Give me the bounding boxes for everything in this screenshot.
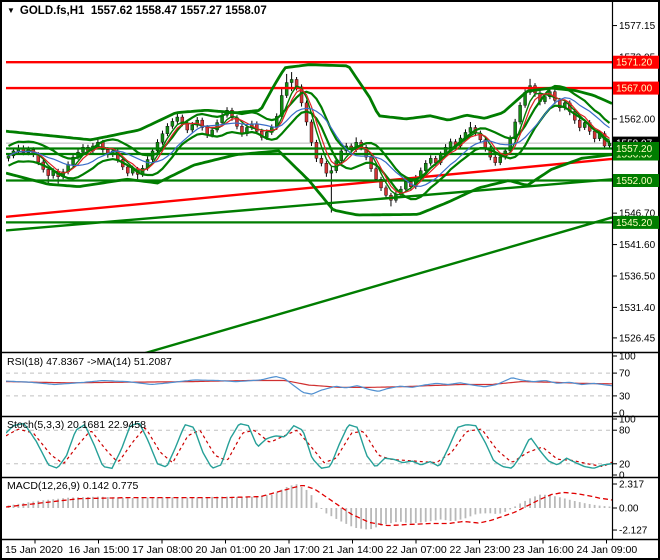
price-badge <box>613 81 659 95</box>
symbol-period-label: GOLD.fs,H1 <box>19 5 85 17</box>
axis-label: 0 <box>619 471 625 482</box>
axis-label: 1556.30 <box>616 150 653 161</box>
axis-label: 1562.00 <box>619 114 656 125</box>
axis-label: 1531.40 <box>619 303 656 314</box>
axis-label: 80 <box>619 426 631 437</box>
price-badge <box>613 215 659 229</box>
axis-label: 1567.00 <box>616 84 653 95</box>
axis-label: 20 <box>619 459 631 470</box>
time-axis-label: 21 Jan 14:00 <box>323 544 384 556</box>
axis-label: 0 <box>619 409 625 420</box>
time-axis-label: 23 Jan 16:00 <box>513 544 574 556</box>
axis-label: 2.317 <box>619 479 644 490</box>
macd-indicator-label: MACD(12,26,9) 0.142 0.775 <box>7 480 139 492</box>
axis-label: 1541.60 <box>619 240 656 251</box>
ohlc-values: 1557.62 1558.47 1557.27 1558.07 <box>90 5 267 17</box>
axis-label: -2.127 <box>619 526 648 537</box>
axis-label: 1577.15 <box>619 21 656 32</box>
axis-label: 1545.20 <box>616 218 653 229</box>
axis-label: 1546.70 <box>619 209 656 220</box>
main-price-pane <box>6 61 612 353</box>
rsi-pane <box>6 372 612 397</box>
axis-label: 1526.45 <box>619 333 656 344</box>
price-badge <box>613 55 659 69</box>
time-axis: 15 Jan 2020 16 Jan 15:00 17 Jan 08:00 20 Ja… <box>5 540 637 556</box>
time-axis-label: 16 Jan 15:00 <box>69 544 130 556</box>
time-axis-label: 24 Jan 09:00 <box>577 544 638 556</box>
axis-label: 1552.00 <box>616 176 653 187</box>
axis-label: 1536.50 <box>619 271 656 282</box>
axis-label: 0.00 <box>619 504 639 515</box>
stochastic-pane <box>6 422 612 470</box>
price-axis-badges: 1571.201567.001545.201552.001558.071556.… <box>613 55 659 229</box>
stochastic-indicator-label: Stoch(5,3,3) 20.1681 22.9458 <box>7 419 146 431</box>
price-badge <box>613 174 659 187</box>
axis-label: 70 <box>619 369 631 380</box>
symbol-dropdown-arrow-icon: ▼ <box>7 6 15 15</box>
time-axis-label: 17 Jan 08:00 <box>132 544 193 556</box>
axis-label: 100 <box>619 415 636 426</box>
axis-label: 1557.20 <box>616 144 653 155</box>
time-axis-label: 15 Jan 2020 <box>5 544 63 556</box>
price-badge <box>613 141 659 155</box>
time-axis-label: 20 Jan 17:00 <box>259 544 320 556</box>
time-axis-label: 22 Jan 07:00 <box>386 544 447 556</box>
axis-label: 1571.20 <box>616 58 653 69</box>
axis-label: 100 <box>619 352 636 363</box>
chart-title: ▼ GOLD.fs,H1 1557.62 1558.47 1557.27 1558… <box>7 5 267 17</box>
time-axis-label: 22 Jan 23:00 <box>450 544 511 556</box>
axis-label: 30 <box>619 391 631 402</box>
time-axis-label: 20 Jan 01:00 <box>196 544 257 556</box>
rsi-indicator-label: RSI(18) 47.8367 ->MA(14) 51.2087 <box>7 356 172 368</box>
macd-pane <box>6 484 612 530</box>
